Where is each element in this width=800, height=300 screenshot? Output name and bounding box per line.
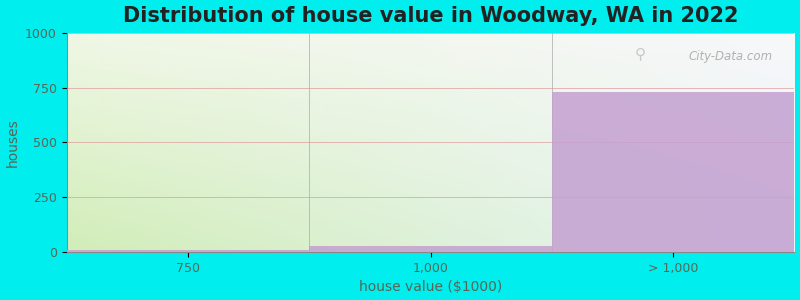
Title: Distribution of house value in Woodway, WA in 2022: Distribution of house value in Woodway, …: [123, 6, 738, 26]
Bar: [310, 246, 552, 252]
Bar: [552, 92, 794, 252]
X-axis label: house value ($1000): house value ($1000): [359, 280, 502, 294]
Text: ⚲: ⚲: [634, 46, 646, 61]
Y-axis label: houses: houses: [6, 118, 19, 167]
Bar: [66, 250, 310, 252]
Text: City-Data.com: City-Data.com: [689, 50, 773, 63]
